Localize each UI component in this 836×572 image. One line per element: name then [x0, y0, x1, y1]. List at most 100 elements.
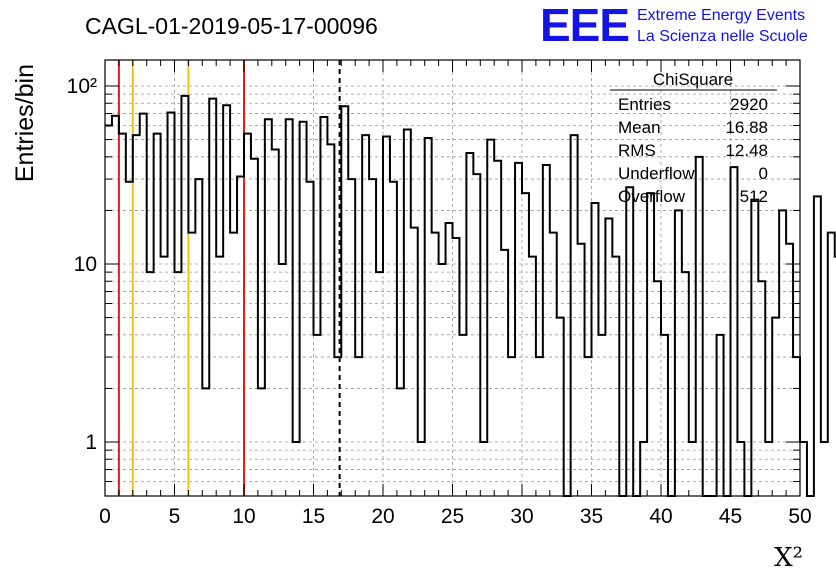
- histogram-bin: [348, 179, 355, 496]
- y-tick-label: 1: [85, 431, 97, 454]
- y-tick-label: 10: [74, 253, 97, 276]
- histogram-bin: [786, 244, 793, 496]
- histogram-bin: [112, 116, 119, 496]
- y-tick-label: 10²: [67, 75, 97, 98]
- histogram-bin: [293, 442, 300, 496]
- histogram-bin: [612, 257, 619, 496]
- histogram-bin: [355, 357, 362, 496]
- histogram-bin: [494, 161, 501, 496]
- histogram-bin: [765, 442, 772, 496]
- histogram-bin: [300, 122, 307, 496]
- x-tick-label: 40: [649, 505, 672, 528]
- histogram-bin: [397, 388, 404, 496]
- histogram-bin: [362, 135, 369, 496]
- histogram-bin: [209, 99, 216, 496]
- histogram-bin: [411, 228, 418, 496]
- histogram-bin: [432, 233, 439, 496]
- histogram-bin: [557, 318, 564, 496]
- x-tick-label: 5: [169, 505, 181, 528]
- histogram-bin: [522, 193, 529, 496]
- stats-row-label: Mean: [618, 118, 661, 137]
- histogram-bin: [592, 203, 599, 496]
- histogram-bin: [188, 233, 195, 496]
- histogram-bin: [605, 219, 612, 496]
- stats-row-label: Entries: [618, 95, 671, 114]
- logo-text: EEE: [540, 0, 629, 51]
- stats-row-value: 512: [740, 187, 768, 206]
- histogram-bin: [598, 335, 605, 496]
- histogram-bin: [814, 196, 821, 496]
- histogram-bin: [195, 179, 202, 496]
- histogram-bin: [578, 244, 585, 496]
- run-title: CAGL-01-2019-05-17-00096: [85, 13, 378, 39]
- histogram-bin: [779, 210, 786, 496]
- histogram-bin: [661, 335, 668, 496]
- histogram-bin: [147, 272, 154, 496]
- histogram-bin: [585, 357, 592, 496]
- histogram-bin: [425, 138, 432, 496]
- histogram-bin: [404, 129, 411, 496]
- x-tick-label: 30: [510, 505, 533, 528]
- histogram-bin: [272, 149, 279, 496]
- stats-row-value: 2920: [730, 95, 768, 114]
- x-axis-title: X²: [774, 543, 803, 572]
- histogram-bin: [731, 167, 738, 496]
- histogram-bin: [439, 264, 446, 496]
- histogram-bin: [119, 134, 126, 496]
- histogram-bin: [251, 159, 258, 496]
- brand-line-2: La Scienza nelle Scuole: [637, 28, 808, 45]
- histogram-bin: [265, 119, 272, 496]
- histogram-layer: [105, 94, 836, 497]
- histogram-bin: [550, 233, 557, 496]
- histogram-bin: [459, 335, 466, 496]
- x-tick-label: 15: [302, 505, 325, 528]
- histogram-bin: [828, 233, 835, 496]
- histogram-bin: [772, 318, 779, 496]
- histogram-bin: [515, 163, 522, 496]
- histogram-bin: [487, 140, 494, 496]
- histogram-bin: [689, 442, 696, 496]
- stats-rows: Entries 2920 Mean 16.88 RMS 12.48 Underflow 0 Ov…: [618, 95, 768, 206]
- histogram-bin: [751, 200, 758, 496]
- stats-box: ChiSquare Entries 2920 Mean 16.88 RMS 12.48 Un…: [610, 70, 777, 206]
- histogram-bin: [320, 117, 327, 496]
- histogram-bin: [793, 357, 800, 496]
- eee-logo: EEE Extreme Energy Events La Scienza nel…: [540, 0, 808, 51]
- x-tick-label: 45: [719, 505, 742, 528]
- histogram-bin: [168, 112, 175, 496]
- histogram-bin: [501, 250, 508, 496]
- histogram-bin: [181, 96, 188, 496]
- histogram-bin: [140, 114, 147, 496]
- histogram-bin: [334, 357, 341, 496]
- histogram-bin: [508, 357, 515, 496]
- histogram-bin: [529, 257, 536, 496]
- histogram-bin: [279, 264, 286, 496]
- histogram-bin: [327, 144, 334, 496]
- stats-row-label: RMS: [618, 141, 656, 160]
- histogram-bin: [202, 388, 209, 496]
- histogram-bin: [216, 257, 223, 496]
- histogram-bin: [390, 182, 397, 496]
- histogram-bin: [647, 193, 654, 496]
- histogram-bin: [230, 233, 237, 496]
- y-axis-title: Entries/bin: [11, 64, 39, 182]
- stats-row-label: Underflow: [618, 164, 695, 183]
- histogram-bin: [675, 210, 682, 496]
- histogram-bin: [654, 281, 661, 496]
- histogram-bin: [453, 238, 460, 496]
- axis-layer: 0 5 10 15 20 25 30 35 40 45 50 1 10 10²: [67, 60, 812, 528]
- histogram-bin: [369, 179, 376, 496]
- histogram-bin: [543, 165, 550, 496]
- histogram-bin: [640, 442, 647, 496]
- histogram-bin: [758, 281, 765, 496]
- histogram-bin: [821, 442, 828, 496]
- histogram-outline: [105, 94, 836, 497]
- histogram-bin: [383, 137, 390, 496]
- x-tick-label: 20: [371, 505, 394, 528]
- histogram-bin: [126, 182, 133, 496]
- brand-line-1: Extreme Energy Events: [637, 7, 805, 24]
- histogram-bin: [696, 157, 703, 496]
- x-tick-label: 10: [232, 505, 255, 528]
- histogram-bin: [737, 442, 744, 496]
